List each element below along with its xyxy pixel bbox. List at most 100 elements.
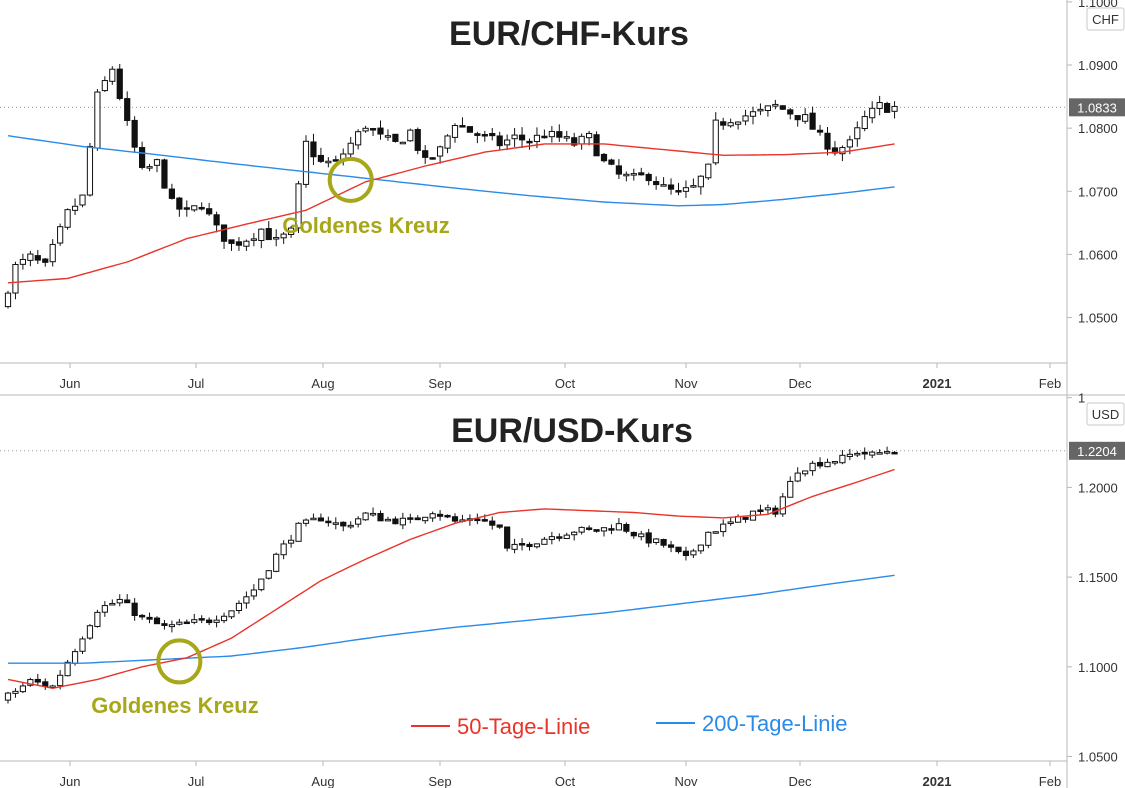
eurusd-chart-title: EUR/USD-Kurs [451, 412, 693, 450]
candle [794, 467, 801, 483]
candle [198, 615, 205, 624]
candle [660, 538, 667, 548]
candle [794, 115, 801, 127]
y-tick-label: 1.0600 [1078, 247, 1118, 262]
candle [504, 134, 511, 151]
candle [369, 507, 377, 517]
candle [623, 171, 630, 182]
candle [667, 540, 675, 553]
x-tick-label: 2021 [923, 376, 952, 391]
eurusd-currency-badge[interactable]: USD [1086, 402, 1125, 426]
candle [243, 591, 250, 609]
candle [861, 110, 868, 132]
candle [451, 123, 459, 143]
candle [869, 450, 876, 459]
candle [682, 546, 690, 561]
x-tick-label: Aug [311, 376, 334, 391]
candle [548, 126, 555, 143]
golden-cross-label: Goldenes Kreuz [91, 693, 258, 718]
candle [526, 542, 533, 551]
x-tick-label: Dec [788, 376, 812, 391]
candle [273, 229, 280, 247]
candle [191, 205, 198, 212]
candle [816, 457, 824, 469]
candle [109, 599, 116, 606]
candle [109, 66, 116, 85]
candle [459, 117, 466, 128]
candle [578, 526, 585, 535]
candle [362, 512, 369, 521]
candle [444, 514, 451, 519]
candle [809, 460, 816, 476]
x-tick-label: Aug [311, 774, 334, 788]
candle [511, 128, 518, 147]
candle [615, 159, 622, 180]
eurchf-currency-label: CHF [1092, 12, 1119, 27]
candle [183, 619, 190, 625]
candle [884, 446, 891, 455]
candle [34, 249, 41, 265]
candle [831, 461, 839, 466]
candle [414, 515, 421, 521]
candle [891, 451, 898, 455]
sma50-line [7, 143, 895, 284]
candle [384, 129, 392, 141]
candle [94, 89, 101, 151]
candle [302, 518, 310, 527]
candle [258, 578, 265, 592]
candle [429, 157, 436, 160]
eurchf-x-axis-ticks: Jun Jul Aug Sep Oct Nov Dec 2021 Feb [60, 363, 1061, 391]
candle [94, 609, 101, 628]
candle [213, 211, 220, 233]
candle [608, 524, 615, 535]
candle [735, 514, 742, 523]
candle [675, 182, 682, 196]
candle [518, 538, 526, 551]
candle [608, 158, 615, 166]
candle [131, 598, 138, 621]
candle [295, 180, 302, 234]
x-tick-label: Jul [188, 376, 205, 391]
eurchf-last-price-label: 1.0833 [1077, 100, 1117, 115]
candle [228, 239, 235, 251]
candle [414, 127, 421, 155]
candle [869, 101, 876, 124]
x-tick-label: Nov [674, 774, 698, 788]
eurchf-moving-averages [7, 135, 895, 284]
eurusd-golden-cross-annotation: Goldenes Kreuz [91, 638, 259, 718]
candle [653, 176, 660, 190]
candle [489, 127, 496, 141]
candle [481, 130, 488, 142]
candle [4, 691, 12, 704]
candle [377, 120, 384, 140]
candle [64, 659, 71, 677]
candle [697, 544, 704, 554]
candle [153, 158, 161, 173]
eurchf-currency-badge[interactable]: CHF [1086, 7, 1125, 31]
candle [727, 118, 734, 128]
x-tick-label: Jul [188, 774, 205, 788]
candle [288, 534, 295, 548]
candle [586, 525, 593, 531]
candle [34, 673, 41, 686]
y-tick-label: 1.0900 [1078, 58, 1118, 73]
candle [429, 511, 436, 522]
candle [235, 600, 243, 614]
candle [891, 101, 898, 119]
candle [116, 64, 123, 101]
candle [295, 522, 302, 542]
candle [27, 250, 34, 267]
candle [504, 526, 511, 552]
candle [526, 138, 533, 150]
candle [310, 133, 317, 166]
candle [496, 524, 503, 529]
candle [451, 513, 459, 524]
candle [124, 91, 131, 126]
candle [19, 682, 26, 694]
candle [325, 516, 332, 527]
candle [198, 202, 205, 211]
candle [235, 237, 243, 251]
candle [854, 451, 861, 458]
candle [288, 226, 295, 238]
